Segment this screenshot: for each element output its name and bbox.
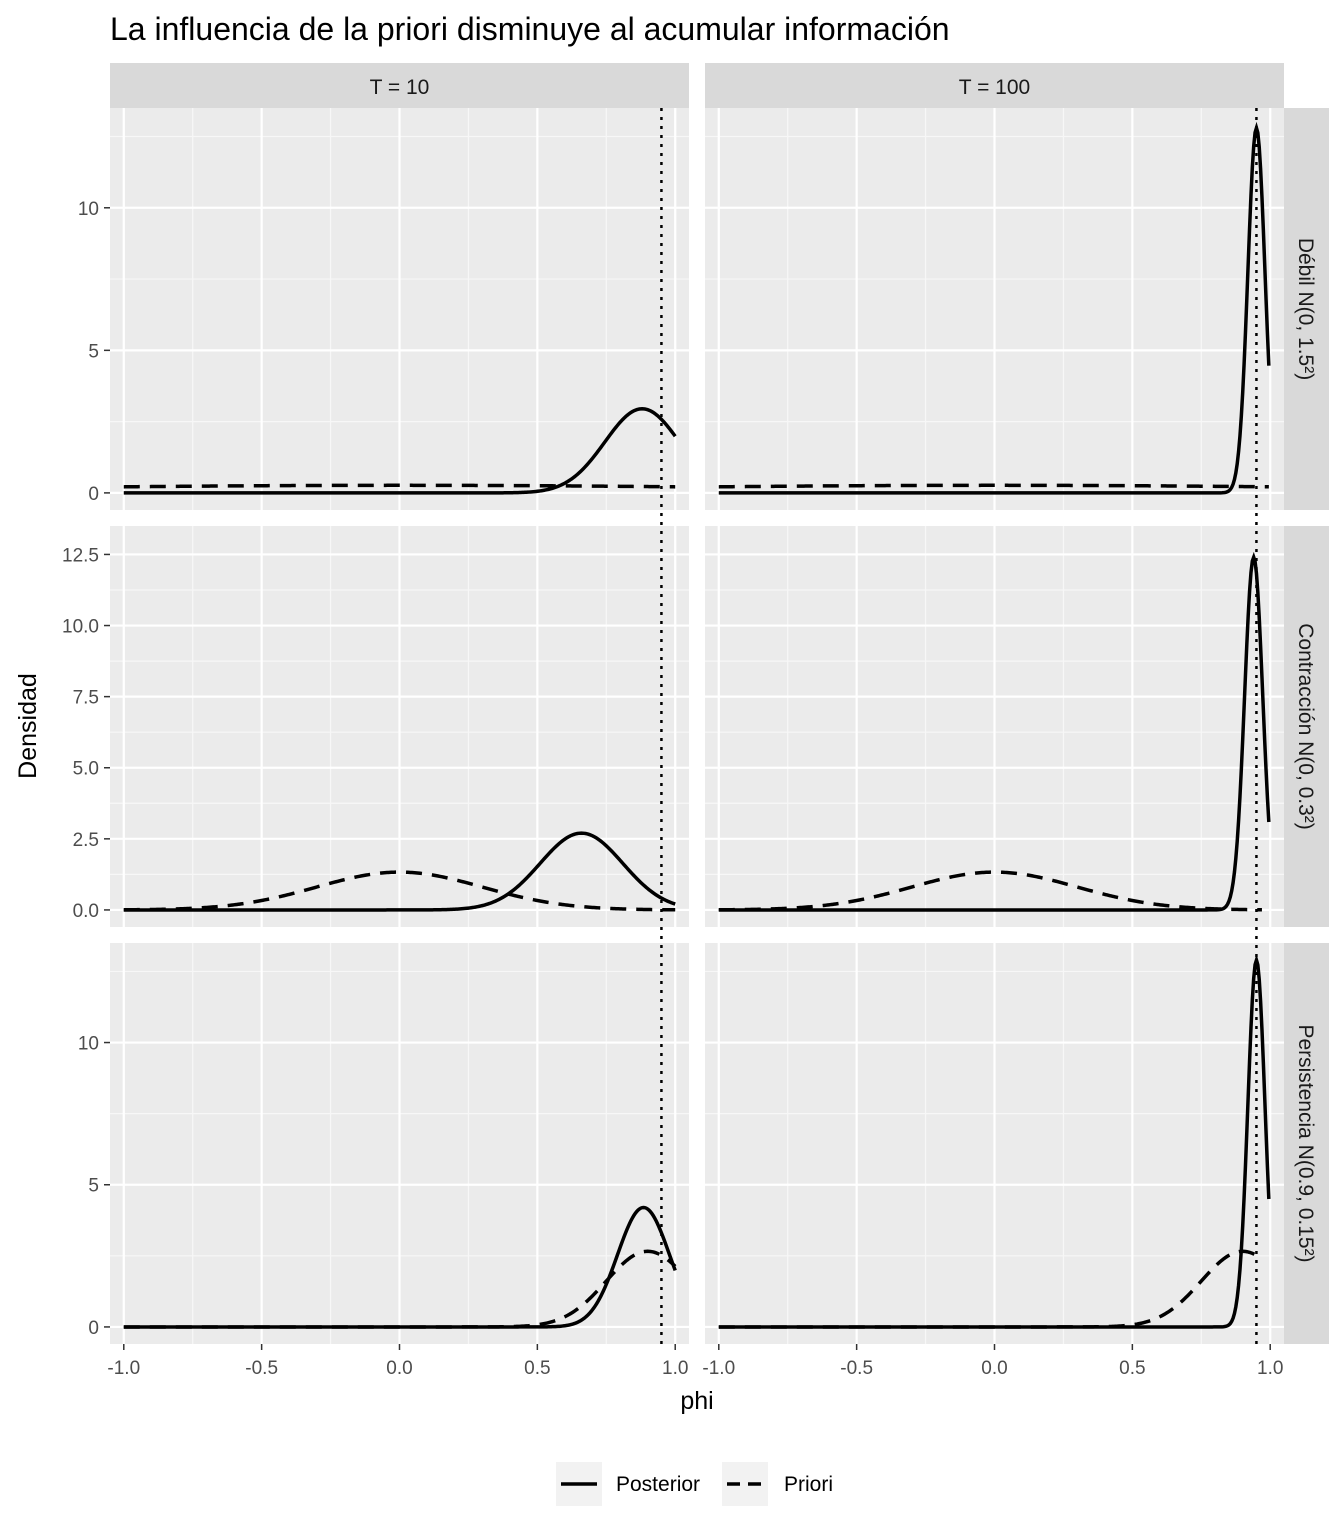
panel-r2-c0 xyxy=(110,943,689,1344)
y-tick-label: 0.0 xyxy=(73,901,99,922)
x-tick-label: -1.0 xyxy=(107,1358,140,1379)
series-line-priori xyxy=(718,870,1262,912)
x-tick-label: 0.5 xyxy=(524,1358,550,1379)
x-tick-label: 0.0 xyxy=(981,1358,1007,1379)
y-tick-label: 0 xyxy=(88,484,99,505)
x-tick-label: 1.0 xyxy=(1257,1358,1283,1379)
strip-label-row-2: Persistencia N(0.9, 0.15²) xyxy=(1294,1024,1317,1262)
panel-r0-c1 xyxy=(705,108,1284,510)
strip-row-2 xyxy=(1284,943,1329,1344)
y-tick-label: 2.5 xyxy=(73,830,99,851)
y-tick-label: 10 xyxy=(78,199,99,220)
y-tick-label: 0 xyxy=(88,1318,99,1339)
x-tick-label: -1.0 xyxy=(702,1358,735,1379)
series-line-posterior xyxy=(123,1205,677,1329)
chart-title: La influencia de la priori disminuye al … xyxy=(110,11,950,47)
series-line-posterior xyxy=(718,953,1271,1329)
series-line-posterior xyxy=(123,831,676,912)
strip-label-row-1: Contracción N(0, 0.3²) xyxy=(1294,623,1317,830)
series-line-posterior xyxy=(718,551,1271,912)
curves-r2-c0 xyxy=(123,1205,677,1329)
panel-r2-c1 xyxy=(705,943,1284,1344)
strip-col-1 xyxy=(705,63,1284,108)
x-tick-label: -0.5 xyxy=(840,1358,873,1379)
y-tick-label: 5.0 xyxy=(73,759,99,780)
axes: 0 5 10 0.0 2.5 5.0 7.5 10.0 12.5 0 5 10 -1.0 -0.5 0.0 0… xyxy=(62,199,1283,1379)
panel-r0-c0 xyxy=(110,108,689,510)
panel-r1-c1 xyxy=(705,526,1284,927)
strip-row-1 xyxy=(1284,526,1329,927)
facet-strips: T = 10 T = 100 Débil N(0, 1.5²) Contracción… xyxy=(110,63,1329,1344)
x-tick-label: 0.0 xyxy=(386,1358,412,1379)
y-tick-label: 12.5 xyxy=(62,545,99,566)
x-tick-label: 1.0 xyxy=(662,1358,688,1379)
series-line-posterior xyxy=(718,121,1271,495)
legend: Posterior Priori xyxy=(556,1462,833,1506)
x-axis-title: phi xyxy=(680,1387,713,1415)
curves-r2-c1 xyxy=(718,953,1271,1329)
strip-label-col-0: T = 10 xyxy=(370,76,430,99)
series-line-priori xyxy=(123,483,676,489)
x-tick-label: 0.5 xyxy=(1119,1358,1145,1379)
strip-label-col-1: T = 100 xyxy=(959,76,1030,99)
panel-r1-c0 xyxy=(110,526,689,927)
strip-col-0 xyxy=(110,63,689,108)
series-line-posterior xyxy=(123,407,677,495)
y-axis-title: Densidad xyxy=(14,673,42,779)
curves-r1-c1 xyxy=(718,551,1271,912)
strip-label-row-0: Débil N(0, 1.5²) xyxy=(1294,238,1317,380)
series-line-priori xyxy=(123,870,676,912)
y-tick-label: 10 xyxy=(78,1034,99,1055)
series-line-priori xyxy=(718,483,1269,489)
x-tick-label: -0.5 xyxy=(245,1358,278,1379)
legend-label-posterior: Posterior xyxy=(616,1473,700,1496)
strip-row-0 xyxy=(1284,108,1329,510)
y-tick-label: 5 xyxy=(88,341,99,362)
y-tick-label: 10.0 xyxy=(62,617,99,638)
y-tick-label: 7.5 xyxy=(73,688,99,709)
curves-r1-c0 xyxy=(123,831,676,912)
curves-r0-c0 xyxy=(123,407,677,495)
y-tick-label: 5 xyxy=(88,1176,99,1197)
panel-grid xyxy=(110,108,1284,1344)
curves-r0-c1 xyxy=(718,121,1271,495)
legend-label-priori: Priori xyxy=(784,1473,833,1496)
